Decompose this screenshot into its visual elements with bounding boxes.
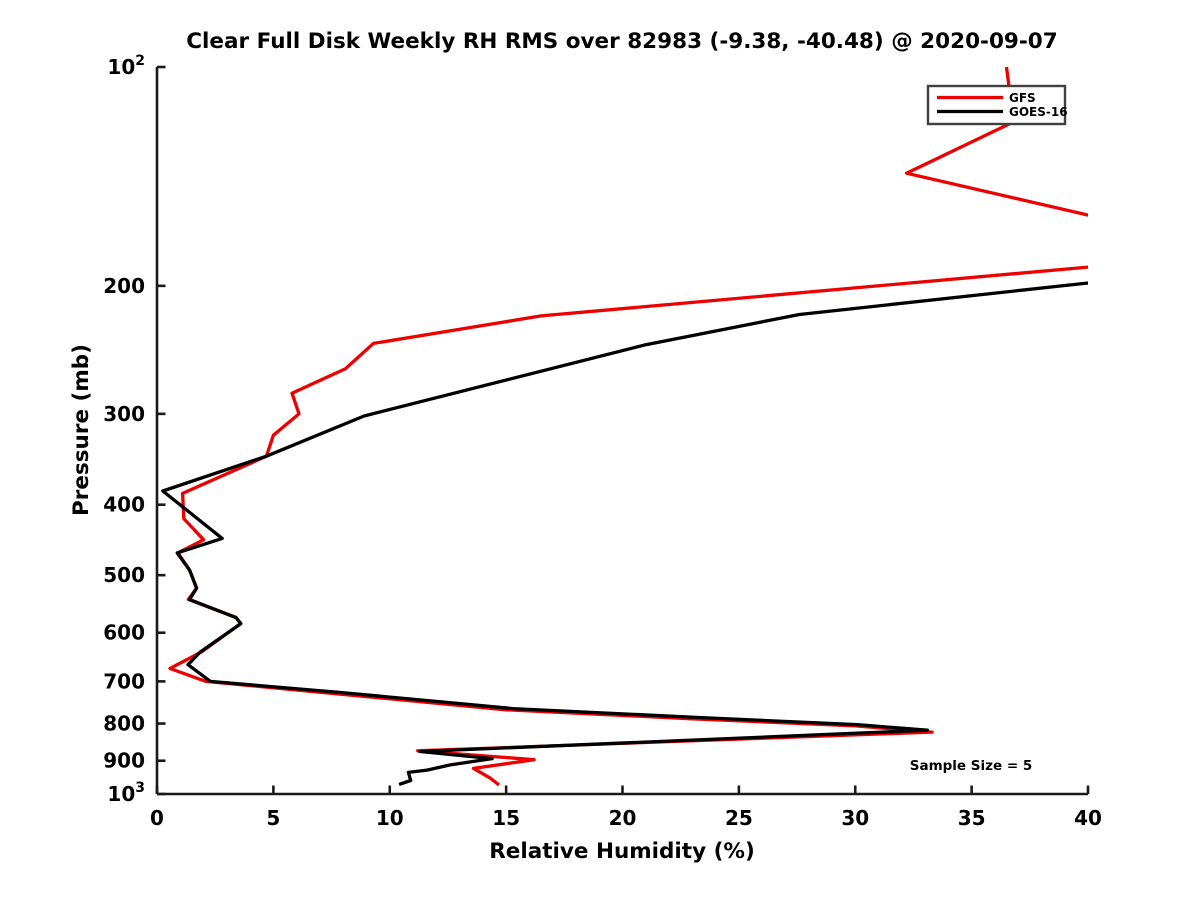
series-line-gfs bbox=[168, 67, 1088, 787]
series-line-goes16 bbox=[161, 281, 1088, 786]
y-tick-label-1000: 103 bbox=[107, 780, 145, 806]
x-axis-label: Relative Humidity (%) bbox=[489, 839, 755, 864]
chart-title: Clear Full Disk Weekly RH RMS over 82983… bbox=[186, 29, 1057, 54]
x-tick-label-10: 10 bbox=[376, 806, 404, 830]
y-tick-label-900: 900 bbox=[103, 749, 145, 773]
y-axis-ticks: 102 200 300 400 500 600 700 800 900 103 bbox=[103, 53, 166, 806]
x-tick-label-40: 40 bbox=[1074, 806, 1102, 830]
y-tick-label-800: 800 bbox=[103, 712, 145, 736]
y-tick-label-700: 700 bbox=[103, 669, 145, 693]
y-tick-label-500: 500 bbox=[103, 563, 145, 587]
x-axis-ticks: 0 5 10 15 20 25 30 35 40 bbox=[150, 785, 1102, 830]
x-tick-label-15: 15 bbox=[492, 806, 520, 830]
sample-size-annotation: Sample Size = 5 bbox=[910, 758, 1033, 774]
x-tick-label-35: 35 bbox=[958, 806, 986, 830]
axes-frame bbox=[155, 67, 1088, 796]
legend-label-gfs: GFS bbox=[1009, 91, 1036, 105]
plot-area bbox=[161, 67, 1088, 787]
x-tick-label-25: 25 bbox=[725, 806, 753, 830]
y-tick-label-300: 300 bbox=[103, 402, 145, 426]
y-axis-label: Pressure (mb) bbox=[69, 344, 94, 516]
y-tick-label-100: 102 bbox=[107, 53, 145, 79]
legend-box bbox=[926, 84, 1067, 126]
y-tick-label-200: 200 bbox=[103, 274, 145, 298]
x-tick-label-20: 20 bbox=[609, 806, 637, 830]
x-tick-label-0: 0 bbox=[150, 806, 164, 830]
x-tick-label-30: 30 bbox=[841, 806, 869, 830]
y-tick-label-400: 400 bbox=[103, 493, 145, 517]
y-tick-label-600: 600 bbox=[103, 621, 145, 645]
x-tick-label-5: 5 bbox=[266, 806, 280, 830]
legend-label-goes16: GOES-16 bbox=[1009, 105, 1068, 119]
